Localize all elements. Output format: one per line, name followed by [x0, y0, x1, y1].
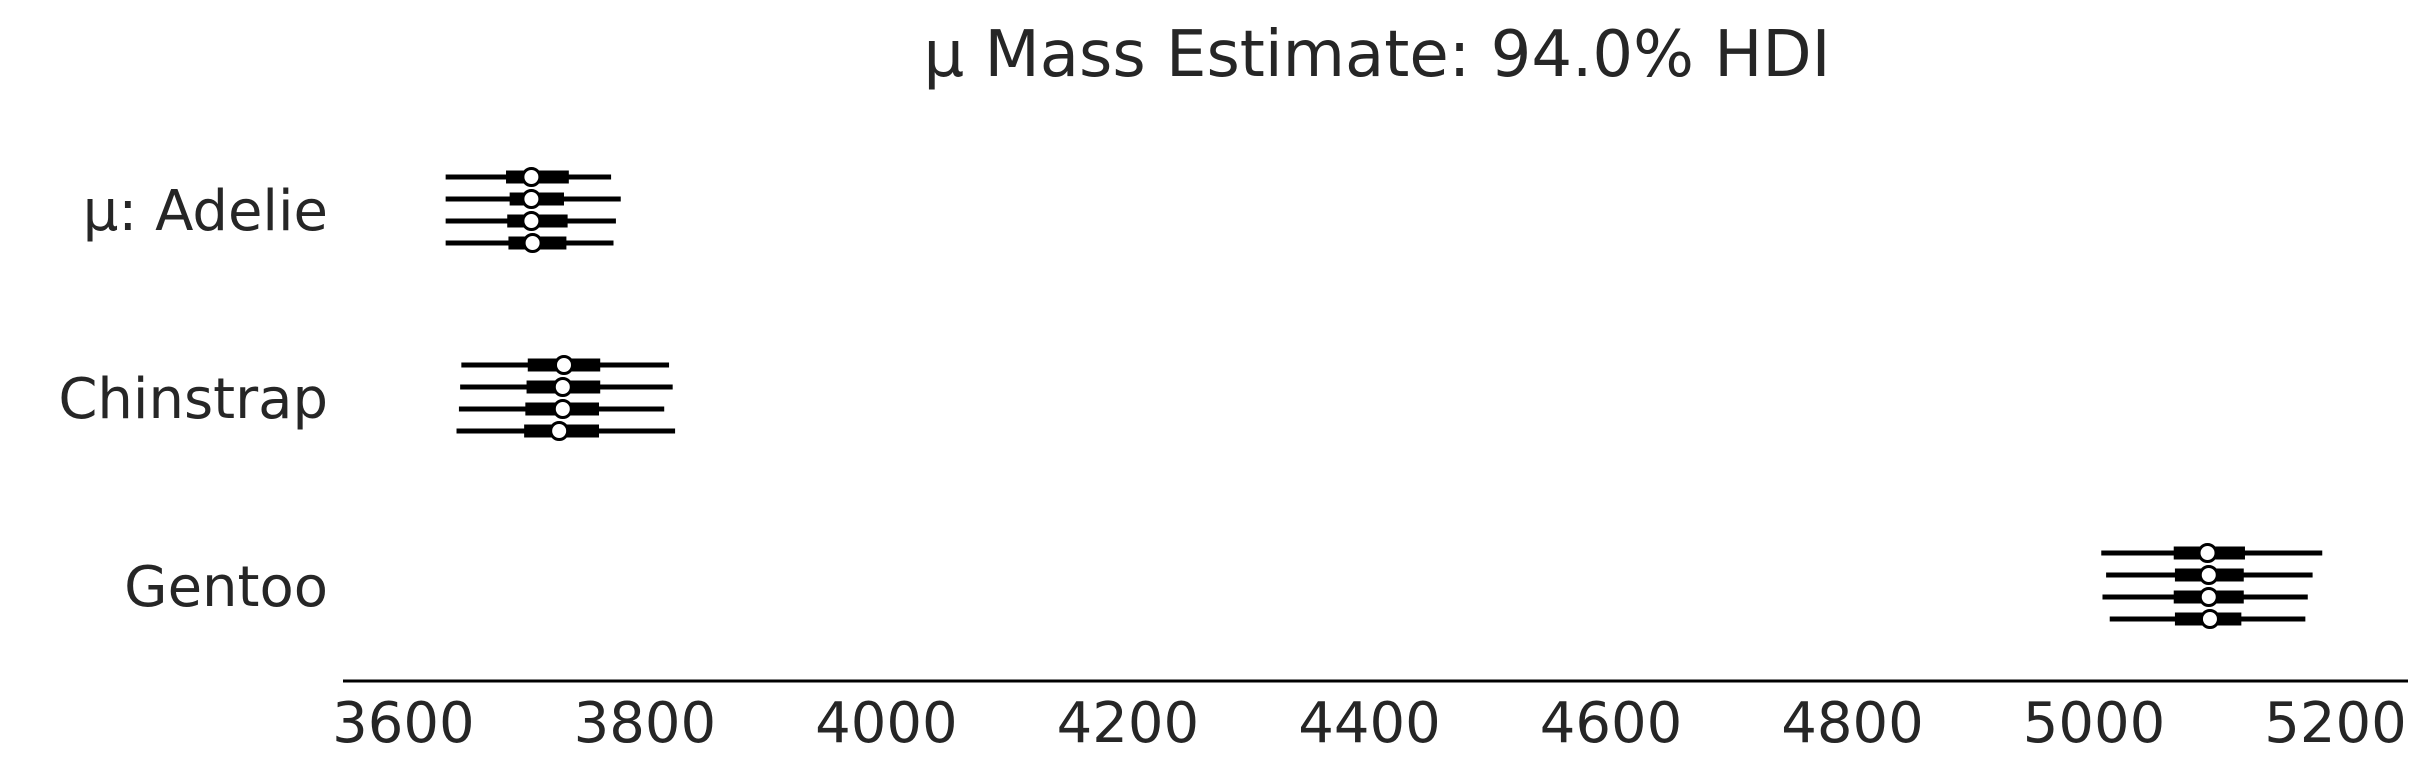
- median-point: [522, 233, 543, 253]
- x-tick-label: 4200: [1057, 691, 1200, 756]
- group-adelie: μ: Adelie: [83, 167, 621, 253]
- x-tick-label: 4800: [1781, 691, 1924, 756]
- median-point: [521, 189, 542, 209]
- group-label: Chinstrap: [58, 367, 328, 432]
- group-label: Gentoo: [124, 555, 328, 620]
- group-label: μ: Adelie: [83, 179, 328, 244]
- x-tick-label: 5200: [2264, 691, 2407, 756]
- median-point: [521, 211, 542, 231]
- median-point: [552, 377, 573, 397]
- x-tick-label: 4600: [1540, 691, 1683, 756]
- median-point: [521, 167, 542, 187]
- chart-title: μ Mass Estimate: 94.0% HDI: [923, 18, 1830, 92]
- group-gentoo: Gentoo: [124, 543, 2323, 629]
- x-tick-label: 3800: [574, 691, 717, 756]
- x-tick-label: 4000: [815, 691, 958, 756]
- median-point: [549, 421, 570, 441]
- x-tick-label: 4400: [1298, 691, 1441, 756]
- x-tick-label: 3600: [332, 691, 475, 756]
- median-point: [2198, 587, 2219, 607]
- median-point: [2198, 565, 2219, 585]
- median-point: [2199, 609, 2220, 629]
- median-point: [552, 399, 573, 419]
- forest-groups: μ: Adelie Chinstrap Gentoo: [58, 167, 2323, 629]
- x-tick-label: 5000: [2023, 691, 2166, 756]
- group-chinstrap: Chinstrap: [58, 355, 676, 441]
- x-axis-ticks: 3600 3800 4000 4200 4400 4600 4800 5000 5200: [332, 691, 2407, 756]
- median-point: [2197, 543, 2218, 563]
- median-point: [553, 355, 574, 375]
